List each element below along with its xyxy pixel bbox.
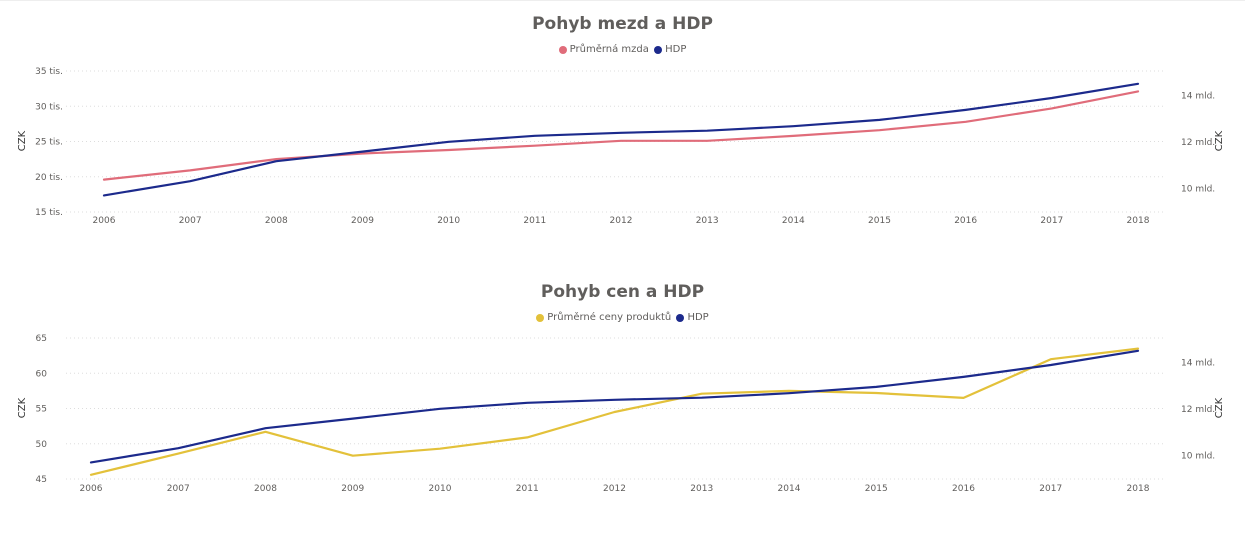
legend-item-gdp[interactable]: HDP (654, 44, 686, 55)
y-tick-label: 25 tis. (35, 138, 63, 148)
y2-tick-label: 14 mld. (1181, 358, 1215, 368)
wage-gdp-chart[interactable]: Pohyb mezd a HDP Průměrná mzda HDP 15 ti… (0, 0, 1245, 240)
chart-title: Pohyb mezd a HDP (532, 14, 713, 34)
x-tick-label: 2009 (351, 216, 374, 226)
y-axis-title: CZK (17, 130, 28, 151)
y2-axis-title: CZK (1214, 397, 1225, 418)
legend-item-prices[interactable]: Průměrné ceny produktů (536, 312, 671, 323)
x-tick-label: 2014 (778, 484, 801, 494)
y-tick-label: 30 tis. (35, 102, 63, 112)
chart-legend: Průměrné ceny produktů HDP (0, 312, 1245, 325)
y2-tick-label: 12 mld. (1181, 405, 1215, 415)
x-tick-label: 2011 (516, 484, 539, 494)
x-tick-label: 2013 (690, 484, 713, 494)
x-tick-label: 2009 (341, 484, 364, 494)
legend-label-wage: Průměrná mzda (569, 44, 649, 55)
plot-area: 15 tis. 20 tis. 25 tis. 30 tis. 35 tis. 10 ml… (17, 67, 1225, 226)
legend-item-wage[interactable]: Průměrná mzda (558, 44, 649, 55)
x-tick-label: 2015 (865, 484, 888, 494)
x-tick-label: 2013 (696, 216, 719, 226)
y-tick-label: 15 tis. (35, 208, 63, 218)
y2-tick-label: 14 mld. (1181, 91, 1215, 101)
legend-dot-gdp (676, 313, 685, 322)
x-tick-label: 2012 (603, 484, 626, 494)
y-tick-label: 60 (36, 369, 48, 379)
legend-label-prices: Průměrné ceny produktů (547, 312, 672, 323)
x-tick-label: 2007 (167, 484, 190, 494)
y-tick-label: 50 (36, 440, 48, 450)
y2-tick-label: 10 mld. (1181, 452, 1215, 462)
x-tick-label: 2008 (254, 484, 277, 494)
legend-label-gdp: HDP (665, 44, 687, 55)
y-tick-label: 20 tis. (35, 173, 63, 183)
top-divider (0, 0, 1245, 1)
y2-axis-title: CZK (1214, 130, 1225, 151)
y2-tick-label: 10 mld. (1181, 185, 1215, 195)
series-line-prices (89, 347, 1140, 476)
x-tick-label: 2015 (868, 216, 891, 226)
x-tick-label: 2010 (429, 484, 452, 494)
prices-gdp-chart[interactable]: Pohyb cen a HDP Průměrné ceny produktů H… (0, 268, 1245, 508)
legend-dot-wage (558, 45, 567, 54)
legend-item-gdp[interactable]: HDP (676, 312, 709, 323)
x-tick-label: 2011 (523, 216, 546, 226)
x-tick-label: 2007 (179, 216, 202, 226)
y-tick-label: 65 (36, 334, 47, 344)
chart-title: Pohyb cen a HDP (540, 282, 705, 302)
y-axis-title: CZK (17, 397, 28, 418)
x-tick-label: 2012 (610, 216, 633, 226)
x-tick-label: 2017 (1039, 484, 1062, 494)
series-line-gdp (102, 82, 1140, 197)
legend-label-gdp: HDP (687, 312, 709, 323)
y-tick-label: 45 (36, 475, 47, 485)
series-line-gdp (89, 349, 1140, 464)
chart-legend: Průměrná mzda HDP (0, 44, 1245, 57)
y-tick-label: 35 tis. (35, 67, 63, 77)
x-tick-label: 2017 (1040, 216, 1063, 226)
x-tick-label: 2006 (93, 216, 116, 226)
plot-area: 45 50 55 60 65 10 mld. 12 mld. 14 mld. 2006 2007 2… (17, 334, 1225, 494)
legend-dot-prices (536, 313, 545, 322)
y-tick-label: 55 (36, 405, 47, 415)
x-tick-label: 2014 (782, 216, 805, 226)
series-line-wage (102, 90, 1140, 181)
y2-tick-label: 12 mld. (1181, 138, 1215, 148)
x-tick-label: 2018 (1127, 216, 1150, 226)
x-tick-label: 2018 (1127, 484, 1150, 494)
x-tick-label: 2016 (954, 216, 977, 226)
x-tick-label: 2008 (265, 216, 288, 226)
x-tick-label: 2006 (80, 484, 103, 494)
x-tick-label: 2016 (952, 484, 975, 494)
legend-dot-gdp (654, 45, 663, 54)
x-tick-label: 2010 (437, 216, 460, 226)
